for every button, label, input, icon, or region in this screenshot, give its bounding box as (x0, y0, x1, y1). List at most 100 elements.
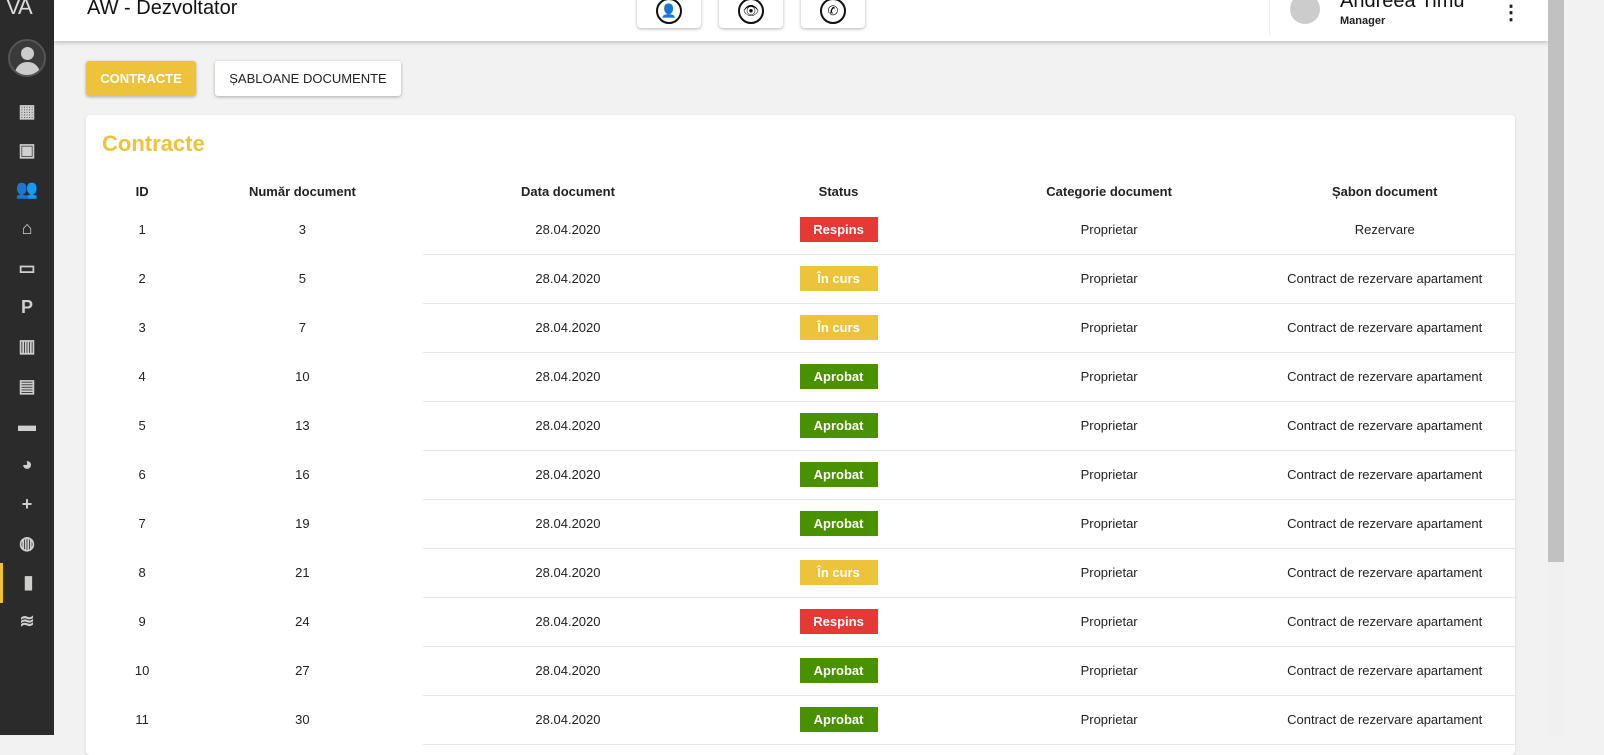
table-cell: 3 (298, 222, 307, 237)
table-cell: 28.04.2020 (422, 352, 714, 402)
table-row[interactable]: 4 10 28.04.2020 Aprobat Proprietar Contract d… (102, 352, 1515, 402)
clipboard-icon: ▤ (18, 375, 36, 396)
tab-sabloane-documente[interactable]: ȘABLOANE DOCUMENTE (215, 61, 401, 96)
table-cell: 21 (295, 565, 310, 580)
sidebar: VA ▦ ▣ 👥 ⌂ ▭ P ▥ ▤ ▬ ◕ + ◍ ▮ ≋ (0, 0, 54, 735)
contracts-card: Contracte ID Număr document Data document S… (86, 115, 1515, 755)
table-cell: Contract de rezervare apartament (1254, 450, 1515, 500)
scrollbar-thumb[interactable] (1548, 0, 1564, 562)
table-cell: 28.04.2020 (422, 499, 714, 549)
table-cell: 28.04.2020 (422, 597, 714, 647)
table-row[interactable]: 11 30 28.04.2020 Aprobat Proprietar Contract … (102, 695, 1515, 745)
table-cell: 5 (298, 271, 307, 286)
sidebar-item-document[interactable]: ▮ (0, 562, 54, 603)
user-avatar (1290, 0, 1320, 24)
sidebar-item-people[interactable]: 👥 (0, 170, 54, 210)
column-header[interactable]: Categorie document (1046, 183, 1172, 199)
table-row[interactable]: 7 19 28.04.2020 Aprobat Proprietar Contract d… (102, 499, 1515, 549)
contracts-table: ID Număr document Data document Status Categ… (102, 177, 1515, 745)
parking-icon: P (20, 297, 33, 317)
sidebar-item-clipboard[interactable]: ▤ (0, 366, 54, 406)
top-bar: AW - Dezvoltator 👤 👁 ✆ Andreea Timu Mana… (54, 0, 1548, 41)
table-cell: Proprietar (963, 303, 1255, 353)
sidebar-item-parking[interactable]: P (0, 288, 54, 328)
phone-button[interactable]: ✆ (801, 0, 865, 28)
avatar[interactable] (8, 39, 46, 77)
sidebar-item-group-add[interactable]: + (0, 484, 54, 524)
table-cell: Proprietar (963, 695, 1255, 745)
table-row[interactable]: 8 21 28.04.2020 În curs Proprietar Contract d… (102, 548, 1515, 598)
status-badge: Respins (799, 609, 878, 634)
more-options-icon[interactable]: ⋮ (1501, 2, 1521, 24)
table-cell: 3 (138, 320, 146, 335)
status-badge: În curs (799, 266, 878, 291)
sidebar-item-rss[interactable]: ≋ (0, 602, 54, 642)
table-cell: 28.04.2020 (422, 401, 714, 451)
table-row[interactable]: 9 24 28.04.2020 Respins Proprietar Contract d… (102, 597, 1515, 647)
table-cell: Proprietar (963, 450, 1255, 500)
table-cell: 7 (138, 516, 146, 531)
badge-icon: ▣ (18, 139, 36, 160)
sidebar-item-dashboard[interactable]: ▦ (0, 91, 54, 131)
table-cell: 24 (295, 614, 310, 629)
user-add-button[interactable]: 👤 (637, 0, 701, 28)
rss-icon: ≋ (19, 611, 35, 632)
logo: VA (6, 0, 33, 19)
sidebar-item-badge[interactable]: ▣ (0, 130, 54, 170)
home-icon: ⌂ (21, 218, 33, 239)
table-cell: 16 (295, 467, 310, 482)
table-cell: 27 (295, 663, 310, 678)
table-cell: 28.04.2020 (422, 205, 714, 255)
user-name: Andreea Timu (1340, 0, 1465, 12)
dashboard-icon: ▦ (18, 100, 36, 121)
sidebar-item-home[interactable]: ⌂ (0, 209, 54, 249)
table-row[interactable]: 2 5 28.04.2020 În curs Proprietar Contract de… (102, 254, 1515, 304)
table-cell: Contract de rezervare apartament (1254, 303, 1515, 353)
status-cell: Aprobat (713, 499, 964, 549)
scrollbar[interactable] (1548, 0, 1564, 735)
table-cell: 28.04.2020 (422, 695, 714, 745)
table-cell: Proprietar (963, 646, 1255, 696)
column-header[interactable]: Data document (521, 183, 615, 199)
table-cell: 6 (138, 467, 146, 482)
sidebar-item-credit-card[interactable]: ▬ (0, 405, 54, 445)
status-badge: Aprobat (799, 658, 878, 683)
pie-chart-icon: ◕ (21, 454, 33, 475)
table-cell: 5 (138, 418, 146, 433)
table-cell: 2 (138, 271, 146, 286)
tab-contracte[interactable]: CONTRACTE (86, 61, 196, 96)
table-cell: 13 (295, 418, 310, 433)
table-row[interactable]: 10 27 28.04.2020 Aprobat Proprietar Contract … (102, 646, 1515, 696)
column-header[interactable]: Status (818, 183, 859, 199)
table-cell: 28.04.2020 (422, 303, 714, 353)
phone-icon: ✆ (820, 0, 846, 24)
eye-button[interactable]: 👁 (719, 0, 783, 28)
sidebar-item-globe[interactable]: ◍ (0, 523, 54, 563)
status-cell: În curs (713, 303, 964, 353)
card-title: Contracte (102, 131, 205, 156)
column-header[interactable]: Număr document (248, 183, 356, 199)
column-header[interactable]: Șabon document (1331, 183, 1438, 199)
sidebar-item-pie-chart[interactable]: ◕ (0, 445, 54, 485)
table-row[interactable]: 3 7 28.04.2020 În curs Proprietar Contract de… (102, 303, 1515, 353)
table-cell: 11 (135, 712, 149, 727)
column-header[interactable]: ID (135, 183, 149, 199)
table-cell: Proprietar (963, 548, 1255, 598)
table-cell: 9 (138, 614, 146, 629)
table-cell: Proprietar (963, 352, 1255, 402)
status-badge: Aprobat (799, 511, 878, 536)
document-icon: ▮ (23, 572, 34, 593)
user-menu[interactable]: Andreea Timu Manager (1269, 0, 1465, 36)
table-row[interactable]: 5 13 28.04.2020 Aprobat Proprietar Contract d… (102, 401, 1515, 451)
sidebar-item-screen-share[interactable]: ▭ (0, 248, 54, 288)
table-cell: 28.04.2020 (422, 548, 714, 598)
status-badge: Aprobat (799, 364, 878, 389)
table-cell: Proprietar (963, 499, 1255, 549)
sidebar-item-buildings[interactable]: ▥ (0, 327, 54, 367)
screen-share-icon: ▭ (18, 257, 36, 278)
table-row[interactable]: 1 3 28.04.2020 Respins Proprietar Rezervare (102, 205, 1515, 255)
table-cell: 1 (138, 222, 146, 237)
status-badge: Aprobat (799, 413, 878, 438)
table-cell: 28.04.2020 (422, 450, 714, 500)
table-row[interactable]: 6 16 28.04.2020 Aprobat Proprietar Contract d… (102, 450, 1515, 500)
